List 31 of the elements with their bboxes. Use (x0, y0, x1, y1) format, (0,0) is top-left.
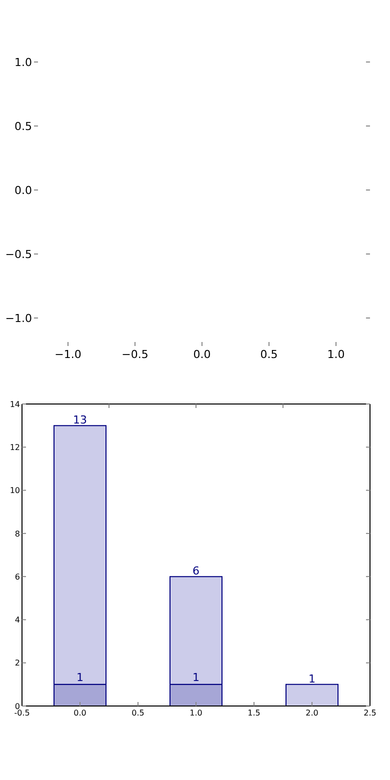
x-tick-label: 2.0 (306, 708, 318, 718)
x-tick-label: 2.5 (364, 708, 376, 718)
x-tick-label: 1.0 (190, 708, 202, 718)
x-tick-label: -0.5 (14, 708, 30, 718)
y-tick-label: 4 (14, 616, 20, 625)
x-tick-label: 0.5 (260, 348, 278, 361)
total-label: 6 (192, 564, 200, 578)
bar (286, 684, 338, 706)
y-tick-label: 2 (14, 658, 20, 668)
y-tick-label: 12 (10, 442, 20, 452)
total-label: 1 (308, 672, 316, 686)
y-tick-label: 0.0 (14, 184, 32, 197)
y-tick-label: 8 (14, 529, 20, 538)
x-tick-label: 1.0 (327, 348, 345, 361)
x-tick-label: 0.0 (74, 708, 86, 718)
total-label: 13 (73, 414, 87, 427)
x-tick-label: 0.5 (132, 708, 144, 718)
y-tick-label: −0.5 (5, 248, 32, 261)
y-tick-label: 1.0 (14, 56, 32, 69)
y-tick-label: 0.5 (14, 120, 32, 133)
x-tick-label: −0.5 (122, 348, 148, 361)
x-tick-label: 0.0 (193, 348, 211, 361)
y-tick-label: −1.0 (5, 312, 32, 325)
data-label: 1 (76, 671, 84, 684)
x-tick-label: 1.5 (248, 708, 260, 718)
y-tick-label: 14 (10, 400, 20, 409)
y-tick-label: 6 (14, 572, 20, 582)
data-label: 1 (192, 671, 200, 684)
y-tick-label: 0 (14, 702, 20, 711)
x-tick-label: −1.0 (54, 348, 82, 361)
y-tick-label: 10 (10, 486, 20, 496)
